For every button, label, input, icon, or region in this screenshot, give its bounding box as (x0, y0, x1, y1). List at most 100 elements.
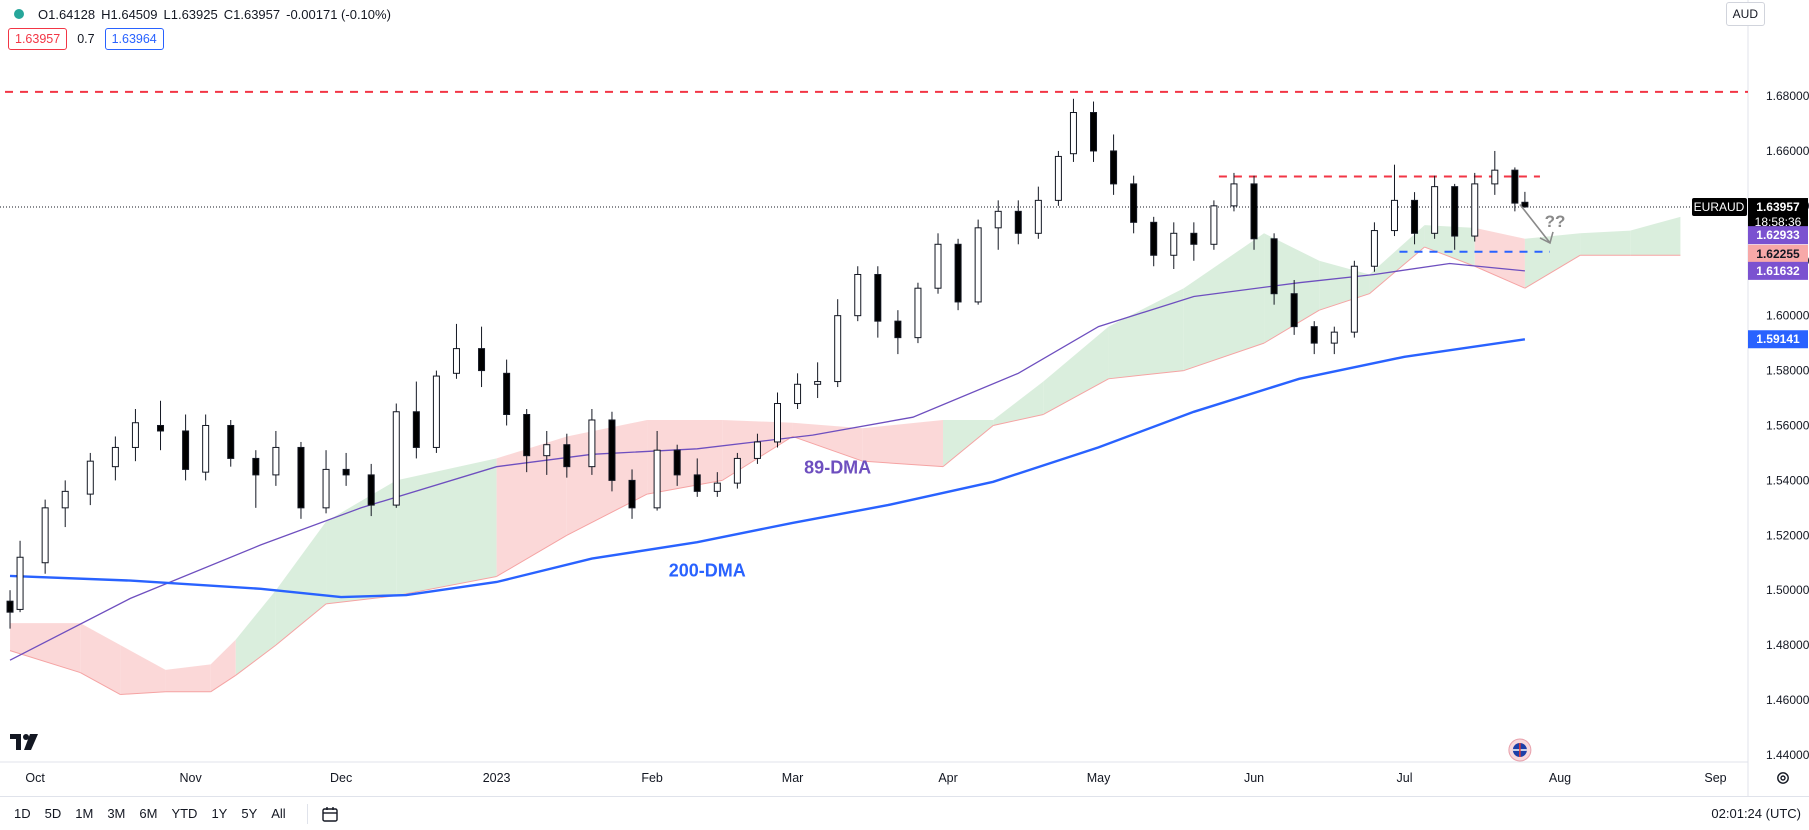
ichimoku-cloud-segment (10, 623, 81, 673)
candle-body (16, 556, 24, 610)
range-ytd-button[interactable]: YTD (171, 806, 198, 821)
candle-body (673, 449, 681, 476)
price-tag-label: 1.62255 (1756, 247, 1800, 261)
range-5d-button[interactable]: 5D (44, 806, 62, 821)
x-tick-label: Jul (1397, 771, 1413, 785)
tradingview-logo-icon[interactable] (10, 732, 40, 757)
x-tick-label: May (1087, 771, 1111, 785)
spread-value: 0.7 (77, 32, 95, 46)
ichimoku-cloud-segment (210, 639, 236, 692)
price-tag (1748, 261, 1808, 280)
candle-body (954, 243, 962, 303)
candle-body (1521, 201, 1529, 208)
range-1m-button[interactable]: 1M (75, 806, 94, 821)
candle-body (452, 348, 460, 374)
candle-body (1310, 326, 1318, 344)
candle-body (608, 419, 616, 481)
candle-body (432, 375, 440, 448)
toolbar-divider (306, 803, 308, 824)
candle-body (1250, 183, 1258, 240)
y-tick-label: 1.68000 (1766, 89, 1809, 103)
legend-low: L1.63925 (163, 6, 218, 22)
y-tick-label: 1.50000 (1766, 583, 1809, 597)
price-tag-label: 1.61632 (1756, 264, 1800, 278)
candle-body (628, 479, 636, 509)
y-tick-label: 1.56000 (1766, 418, 1809, 432)
candle-body (1014, 210, 1022, 234)
candle-body (653, 449, 661, 509)
sell-price-button[interactable]: 1.63957 (8, 28, 68, 50)
candle-body (1190, 232, 1198, 245)
cloud-lower-edge (1369, 246, 1425, 295)
x-tick-label: Nov (179, 771, 202, 785)
ichimoku-cloud-segment (496, 436, 567, 577)
candle-body (1471, 183, 1479, 237)
candle-body (794, 383, 802, 405)
range-1d-button[interactable]: 1D (14, 806, 31, 821)
legend-high: H1.64509 (101, 6, 158, 22)
chart-annotation: 200-DMA (669, 560, 746, 580)
candle-body (202, 424, 210, 473)
legend-change: -0.00171 (-0.10%) (286, 6, 391, 22)
settings-gear-icon[interactable] (1775, 770, 1791, 791)
cloud-lower-edge (1183, 342, 1265, 372)
range-3m-button[interactable]: 3M (107, 806, 126, 821)
last-price-tag-label: 1.63957 (1756, 200, 1800, 214)
candle-body (478, 348, 486, 372)
candle-body (61, 490, 69, 509)
candle-body (322, 468, 330, 509)
candle-body (1431, 186, 1439, 234)
candle-body (1034, 199, 1042, 234)
projection-arrow (1519, 203, 1551, 244)
candle-body (1370, 230, 1378, 267)
ichimoku-cloud-segment (1264, 233, 1320, 344)
candle-body (1270, 238, 1278, 295)
cloud-lower-edge (942, 425, 994, 468)
candle-body (342, 468, 350, 476)
last-price-tag (1748, 198, 1808, 231)
candle-body (563, 444, 571, 468)
ichimoku-cloud-segment (165, 664, 211, 692)
ichimoku-cloud-segment (1474, 227, 1525, 289)
candle-body (6, 600, 14, 613)
candle-body (1130, 183, 1138, 223)
candle-body (894, 320, 902, 339)
x-tick-label: Feb (641, 771, 663, 785)
currency-button[interactable]: AUD (1725, 2, 1765, 26)
price-tag (1748, 226, 1808, 245)
range-5y-button[interactable]: 5Y (241, 806, 258, 821)
ichimoku-cloud-segment (862, 419, 944, 467)
y-tick-label: 1.58000 (1766, 364, 1809, 378)
candle-body (1350, 265, 1358, 333)
price-tag-label: 1.59141 (1756, 332, 1800, 346)
candle-body (412, 411, 420, 448)
ichimoku-cloud-segment (396, 458, 497, 596)
buy-price-button[interactable]: 1.63964 (104, 28, 164, 50)
cloud-lower-edge (1524, 254, 1581, 289)
candle-body (1069, 112, 1077, 155)
x-tick-label: Apr (938, 771, 957, 785)
ichimoku-cloud-segment (943, 419, 994, 467)
range-6m-button[interactable]: 6M (139, 806, 158, 821)
range-all-button[interactable]: All (271, 806, 286, 821)
candle-body (774, 403, 781, 443)
ichimoku-cloud-segment (1630, 216, 1681, 256)
ichimoku-cloud-segment (1524, 233, 1581, 289)
candle-body (1491, 169, 1499, 185)
candle-body (753, 441, 761, 459)
bottom-toolbar: 1D 5D 1M 3M 6M YTD 1Y 5Y All 02:01:24 (U… (0, 796, 1809, 830)
dma89-line (9, 262, 1525, 661)
candle-body (523, 413, 531, 457)
candle-body (1054, 155, 1062, 201)
chart-annotation: ?? (1545, 212, 1566, 231)
utc-clock[interactable]: 02:01:24 (UTC) (1711, 806, 1801, 821)
candle-body (814, 381, 822, 385)
range-1y-button[interactable]: 1Y (211, 806, 228, 821)
candle-body (733, 457, 741, 484)
symbol-tag-label: EURAUD (1694, 200, 1745, 214)
calendar-range-icon[interactable] (320, 804, 340, 824)
dma200-line (9, 338, 1526, 599)
countdown-label: 18:58:36 (1755, 215, 1802, 229)
y-tick-label: 1.54000 (1766, 473, 1809, 487)
